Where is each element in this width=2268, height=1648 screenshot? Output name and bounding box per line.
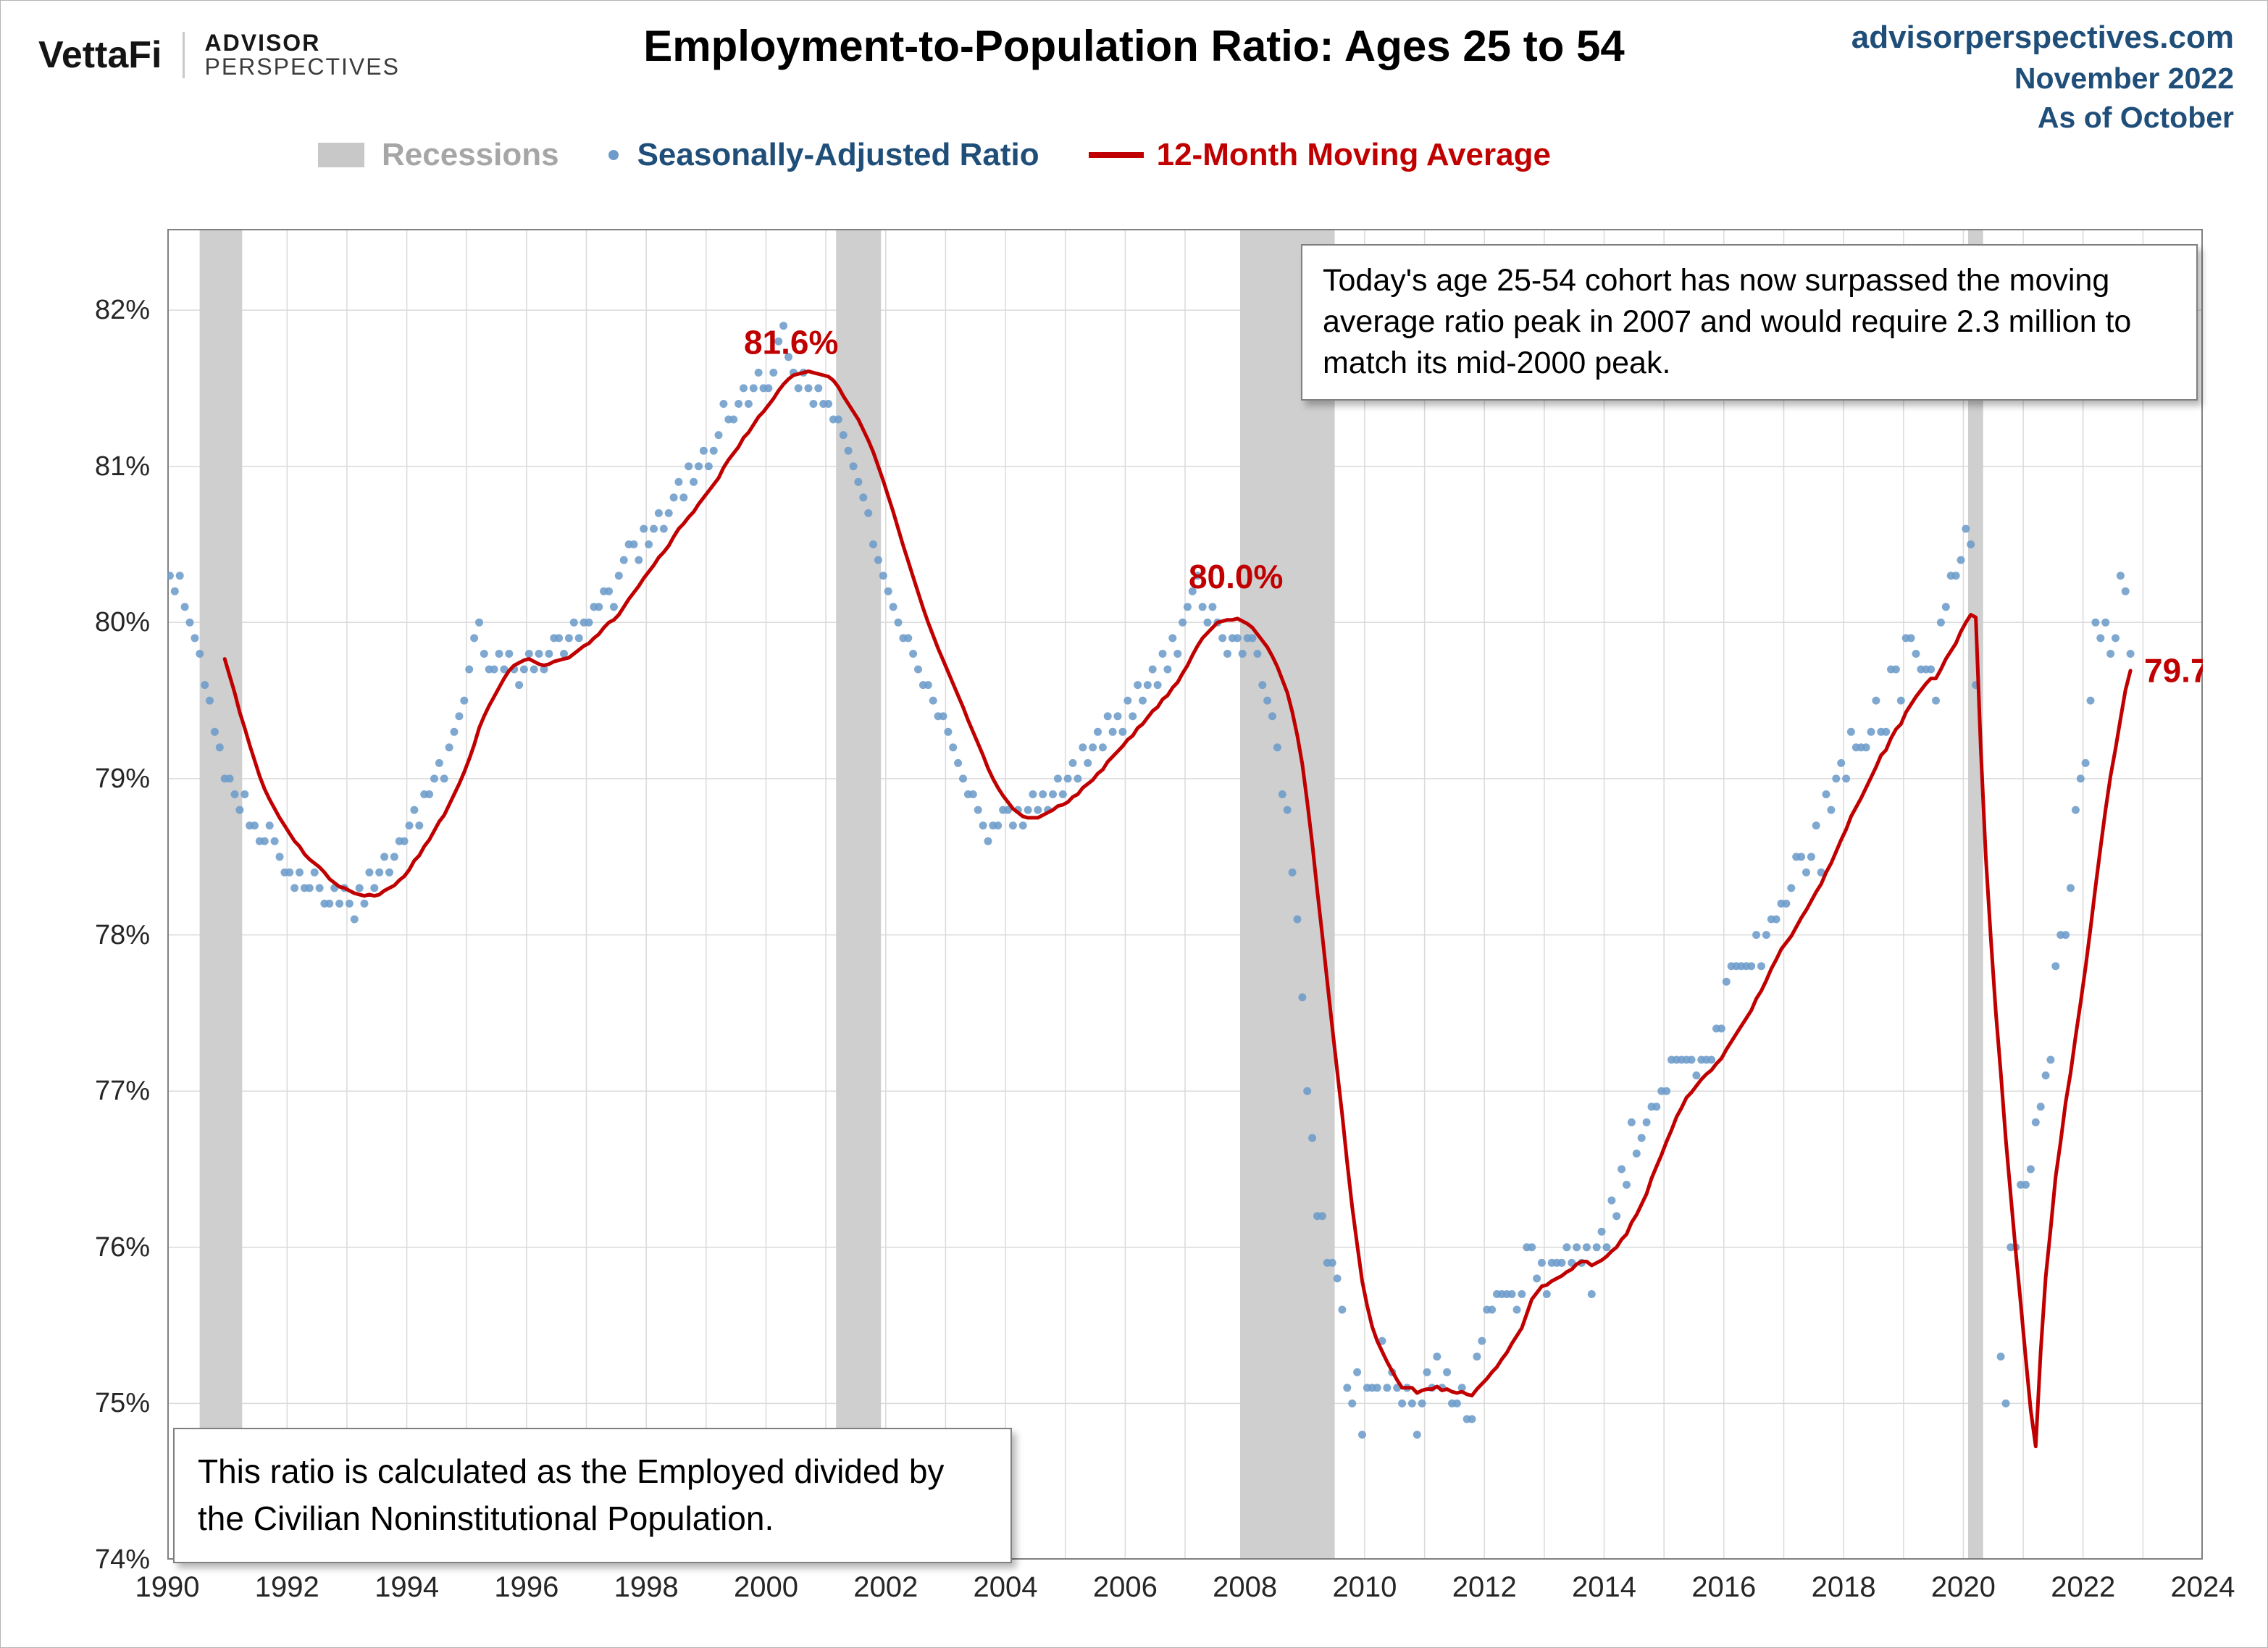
x-axis-label: 2006	[1092, 1571, 1158, 1603]
page-title: Employment-to-Population Ratio: Ages 25 …	[643, 22, 1625, 70]
recession-swatch	[318, 143, 364, 167]
y-axis-label: 78%	[94, 919, 150, 950]
y-axis-label: 74%	[94, 1544, 150, 1575]
plot-border	[167, 229, 2203, 1560]
legend-ratio-label: Seasonally-Adjusted Ratio	[637, 137, 1039, 172]
y-axis-label: 76%	[94, 1231, 150, 1263]
value-annotation: 80.0%	[1189, 558, 1283, 595]
x-axis-label: 2004	[973, 1571, 1038, 1603]
callout-cohort: Today's age 25-54 cohort has now surpass…	[1301, 244, 2198, 401]
recession-band	[1968, 229, 1983, 1560]
ratio-dot-swatch	[608, 150, 619, 160]
source-date: November 2022	[2014, 62, 2234, 96]
x-axis-label: 2002	[853, 1571, 919, 1603]
y-axis-label: 75%	[94, 1388, 150, 1419]
value-annotation: 79.7%	[2144, 651, 2203, 689]
scatter-series	[167, 322, 2135, 1439]
vettafi-logo: VettaFi	[38, 34, 162, 77]
x-axis-label: 1996	[494, 1571, 559, 1603]
legend-recessions-label: Recessions	[382, 137, 559, 172]
ma-line-swatch	[1088, 152, 1144, 158]
x-axis-label: 1990	[135, 1571, 200, 1603]
recession-band	[836, 229, 882, 1560]
x-axis-label: 2016	[1691, 1571, 1757, 1603]
chart-plot: 81.6% 80.0% 79.7%	[167, 229, 2203, 1560]
value-annotation: 81.6%	[744, 324, 838, 361]
callout-definition: This ratio is calculated as the Employed…	[173, 1428, 1012, 1563]
x-axis-label: 1994	[374, 1571, 440, 1603]
recession-band	[199, 229, 243, 1560]
y-axis-label: 81%	[94, 451, 150, 482]
x-axis-label: 1992	[254, 1571, 319, 1603]
source-site: advisorperspectives.com	[1851, 20, 2234, 55]
x-axis-label: 2008	[1213, 1571, 1278, 1603]
x-axis-label: 2024	[2170, 1571, 2235, 1603]
source-asof: As of October	[2037, 101, 2234, 135]
y-axis-label: 80%	[94, 607, 150, 638]
annotations-group: 81.6% 80.0% 79.7%	[744, 324, 2203, 690]
y-axis-label: 82%	[94, 295, 150, 326]
source-info: advisorperspectives.com November 2022 As…	[1851, 17, 2234, 137]
x-axis-label: 1998	[614, 1571, 679, 1603]
x-axis-label: 2014	[1572, 1571, 1636, 1603]
y-axis-label: 79%	[94, 763, 150, 794]
x-axis-label: 2000	[733, 1571, 798, 1603]
x-axis-label: 2018	[1811, 1571, 1876, 1603]
brand-logos: VettaFi ADVISOR PERSPECTIVES	[38, 30, 400, 80]
advisor-perspectives-logo: ADVISOR PERSPECTIVES	[204, 30, 400, 80]
legend: Recessions Seasonally-Adjusted Ratio 12-…	[318, 137, 1551, 173]
recession-band	[1240, 229, 1335, 1560]
brand-divider	[182, 32, 185, 79]
moving-average-line	[222, 369, 2133, 1449]
legend-ma-label: 12-Month Moving Average	[1156, 137, 1551, 172]
x-axis-label: 2020	[1930, 1571, 1996, 1603]
gridlines-group	[167, 229, 2203, 1560]
y-axis-label: 77%	[94, 1076, 150, 1107]
x-axis-label: 2012	[1452, 1571, 1517, 1603]
x-axis-label: 2010	[1332, 1571, 1397, 1603]
x-axis-label: 2022	[2051, 1571, 2116, 1603]
